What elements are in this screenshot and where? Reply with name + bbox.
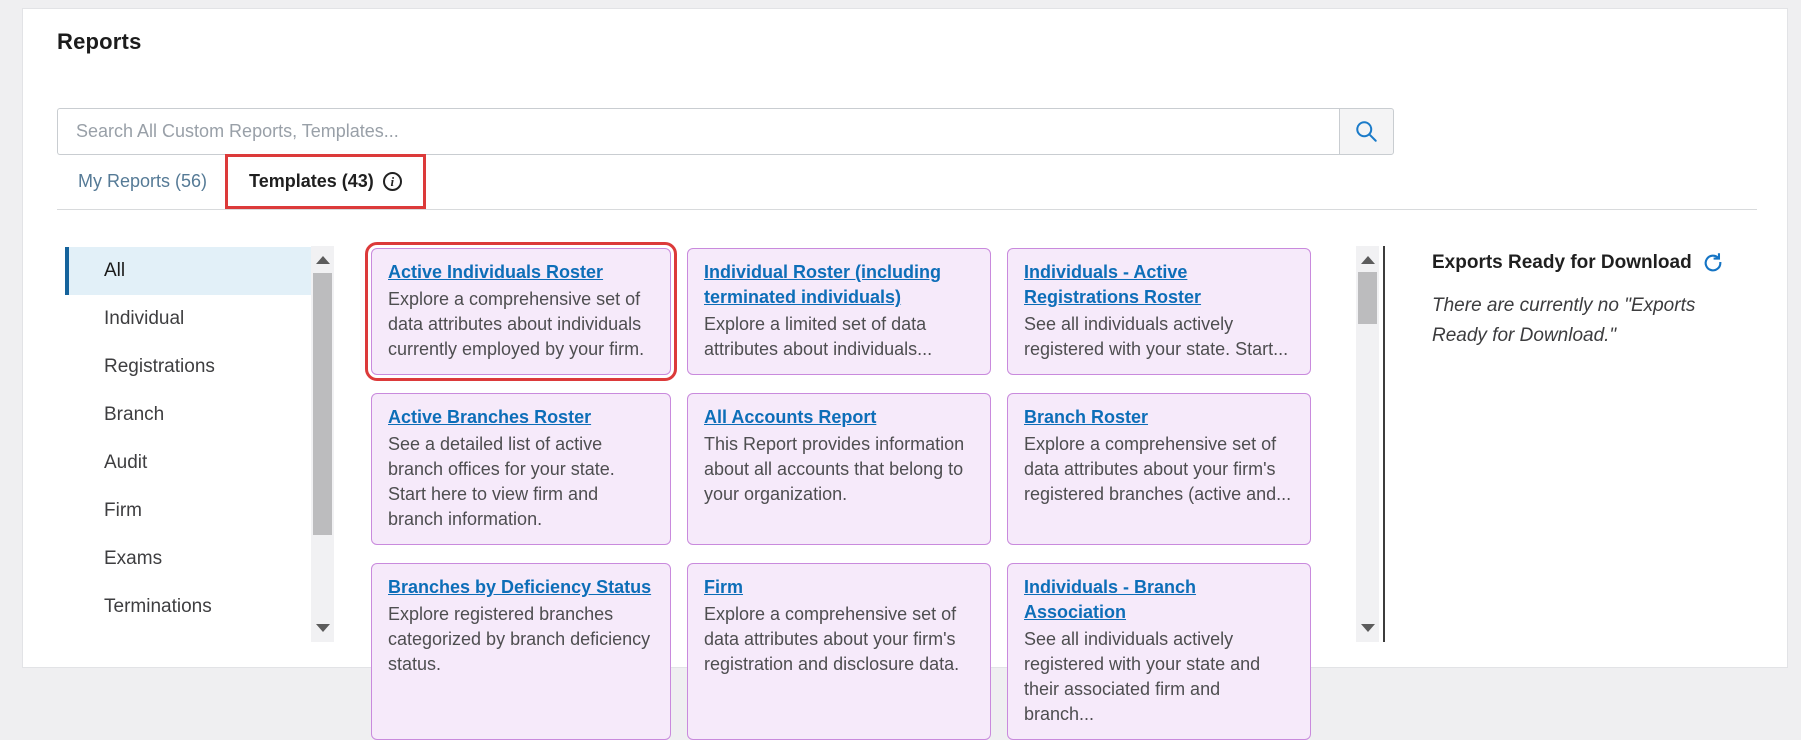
refresh-button[interactable] bbox=[1702, 252, 1724, 274]
template-description: Explore a limited set of data attributes… bbox=[704, 314, 933, 359]
category-firm[interactable]: Firm bbox=[104, 500, 142, 521]
refresh-icon bbox=[1702, 252, 1724, 274]
scroll-down-icon[interactable] bbox=[1360, 624, 1375, 632]
template-card: All Accounts Report This Report provides… bbox=[687, 393, 991, 545]
reports-panel: Reports My Reports (56) Templates (43) i… bbox=[22, 8, 1789, 740]
template-card: Individual Roster (including terminated … bbox=[687, 248, 991, 375]
sidebar-scrollbar-thumb[interactable] bbox=[313, 273, 332, 535]
search-button[interactable] bbox=[1339, 108, 1394, 155]
template-link-individuals-active-registrations-roster[interactable]: Individuals - Active Registrations Roste… bbox=[1024, 262, 1202, 307]
sidebar-scrollbar[interactable] bbox=[311, 246, 334, 642]
tab-templates-label: Templates (43) bbox=[249, 171, 374, 191]
template-description: See all individuals actively registered … bbox=[1024, 314, 1289, 359]
template-description: This Report provides information about a… bbox=[704, 434, 965, 504]
panel-divider bbox=[1383, 246, 1385, 642]
template-card: Individuals - Active Registrations Roste… bbox=[1007, 248, 1311, 375]
search-bar bbox=[57, 108, 1394, 155]
search-input[interactable] bbox=[57, 108, 1339, 155]
tab-my-reports[interactable]: My Reports (56) bbox=[57, 157, 229, 206]
category-exams[interactable]: Exams bbox=[104, 548, 163, 569]
category-all[interactable]: All bbox=[65, 247, 311, 295]
category-terminations[interactable]: Terminations bbox=[104, 596, 212, 617]
template-link-firm[interactable]: Firm bbox=[704, 577, 744, 597]
template-card: Active Individuals Roster Explore a comp… bbox=[365, 242, 677, 381]
template-card: Individuals - Branch Association See all… bbox=[1007, 563, 1311, 740]
scroll-up-icon[interactable] bbox=[1360, 256, 1375, 264]
scroll-up-icon[interactable] bbox=[315, 256, 330, 264]
template-card-grid: Active Individuals Roster Explore a comp… bbox=[365, 242, 1311, 740]
exports-panel: Exports Ready for Download There are cur… bbox=[1432, 252, 1767, 351]
scroll-down-icon[interactable] bbox=[315, 624, 330, 632]
category-registrations[interactable]: Registrations bbox=[104, 356, 215, 377]
template-card: Branch Roster Explore a comprehensive se… bbox=[1007, 393, 1311, 545]
template-description: Explore registered branches categorized … bbox=[388, 604, 651, 674]
template-card: Firm Explore a comprehensive set of data… bbox=[687, 563, 991, 740]
page-title: Reports bbox=[57, 29, 142, 54]
tab-bar: My Reports (56) Templates (43) i bbox=[57, 154, 426, 209]
card-grid-scrollbar-thumb[interactable] bbox=[1358, 272, 1377, 324]
tabs-underline bbox=[57, 209, 1757, 210]
template-description: See all individuals actively registered … bbox=[1024, 629, 1261, 724]
template-card: Branches by Deficiency Status Explore re… bbox=[371, 563, 671, 740]
card-grid-scrollbar[interactable] bbox=[1356, 246, 1379, 642]
template-link-individuals-branch-association[interactable]: Individuals - Branch Association bbox=[1024, 577, 1197, 622]
exports-empty-message: There are currently no "Exports Ready fo… bbox=[1432, 295, 1696, 346]
template-description: Explore a comprehensive set of data attr… bbox=[704, 604, 960, 674]
template-link-active-branches-roster[interactable]: Active Branches Roster bbox=[388, 407, 592, 427]
info-icon[interactable]: i bbox=[382, 172, 402, 191]
exports-title: Exports Ready for Download bbox=[1432, 252, 1692, 273]
template-link-branches-by-deficiency-status[interactable]: Branches by Deficiency Status bbox=[388, 577, 652, 597]
category-audit[interactable]: Audit bbox=[104, 452, 148, 473]
template-description: Explore a comprehensive set of data attr… bbox=[388, 289, 645, 359]
template-description: Explore a comprehensive set of data attr… bbox=[1024, 434, 1292, 504]
template-description: See a detailed list of active branch off… bbox=[388, 434, 615, 529]
tab-templates[interactable]: Templates (43) i bbox=[225, 154, 426, 209]
templates-tab-content: All Individual Registrations Branch Audi… bbox=[23, 242, 1789, 740]
search-icon bbox=[1353, 118, 1380, 145]
template-link-active-individuals-roster[interactable]: Active Individuals Roster bbox=[388, 262, 604, 282]
template-link-branch-roster[interactable]: Branch Roster bbox=[1024, 407, 1149, 427]
category-individual[interactable]: Individual bbox=[104, 308, 185, 329]
template-link-individual-roster[interactable]: Individual Roster (including terminated … bbox=[704, 262, 942, 307]
template-card: Active Branches Roster See a detailed li… bbox=[371, 393, 671, 545]
category-sidebar: All Individual Registrations Branch Audi… bbox=[65, 247, 311, 631]
category-branch[interactable]: Branch bbox=[104, 404, 165, 425]
template-link-all-accounts-report[interactable]: All Accounts Report bbox=[704, 407, 877, 427]
